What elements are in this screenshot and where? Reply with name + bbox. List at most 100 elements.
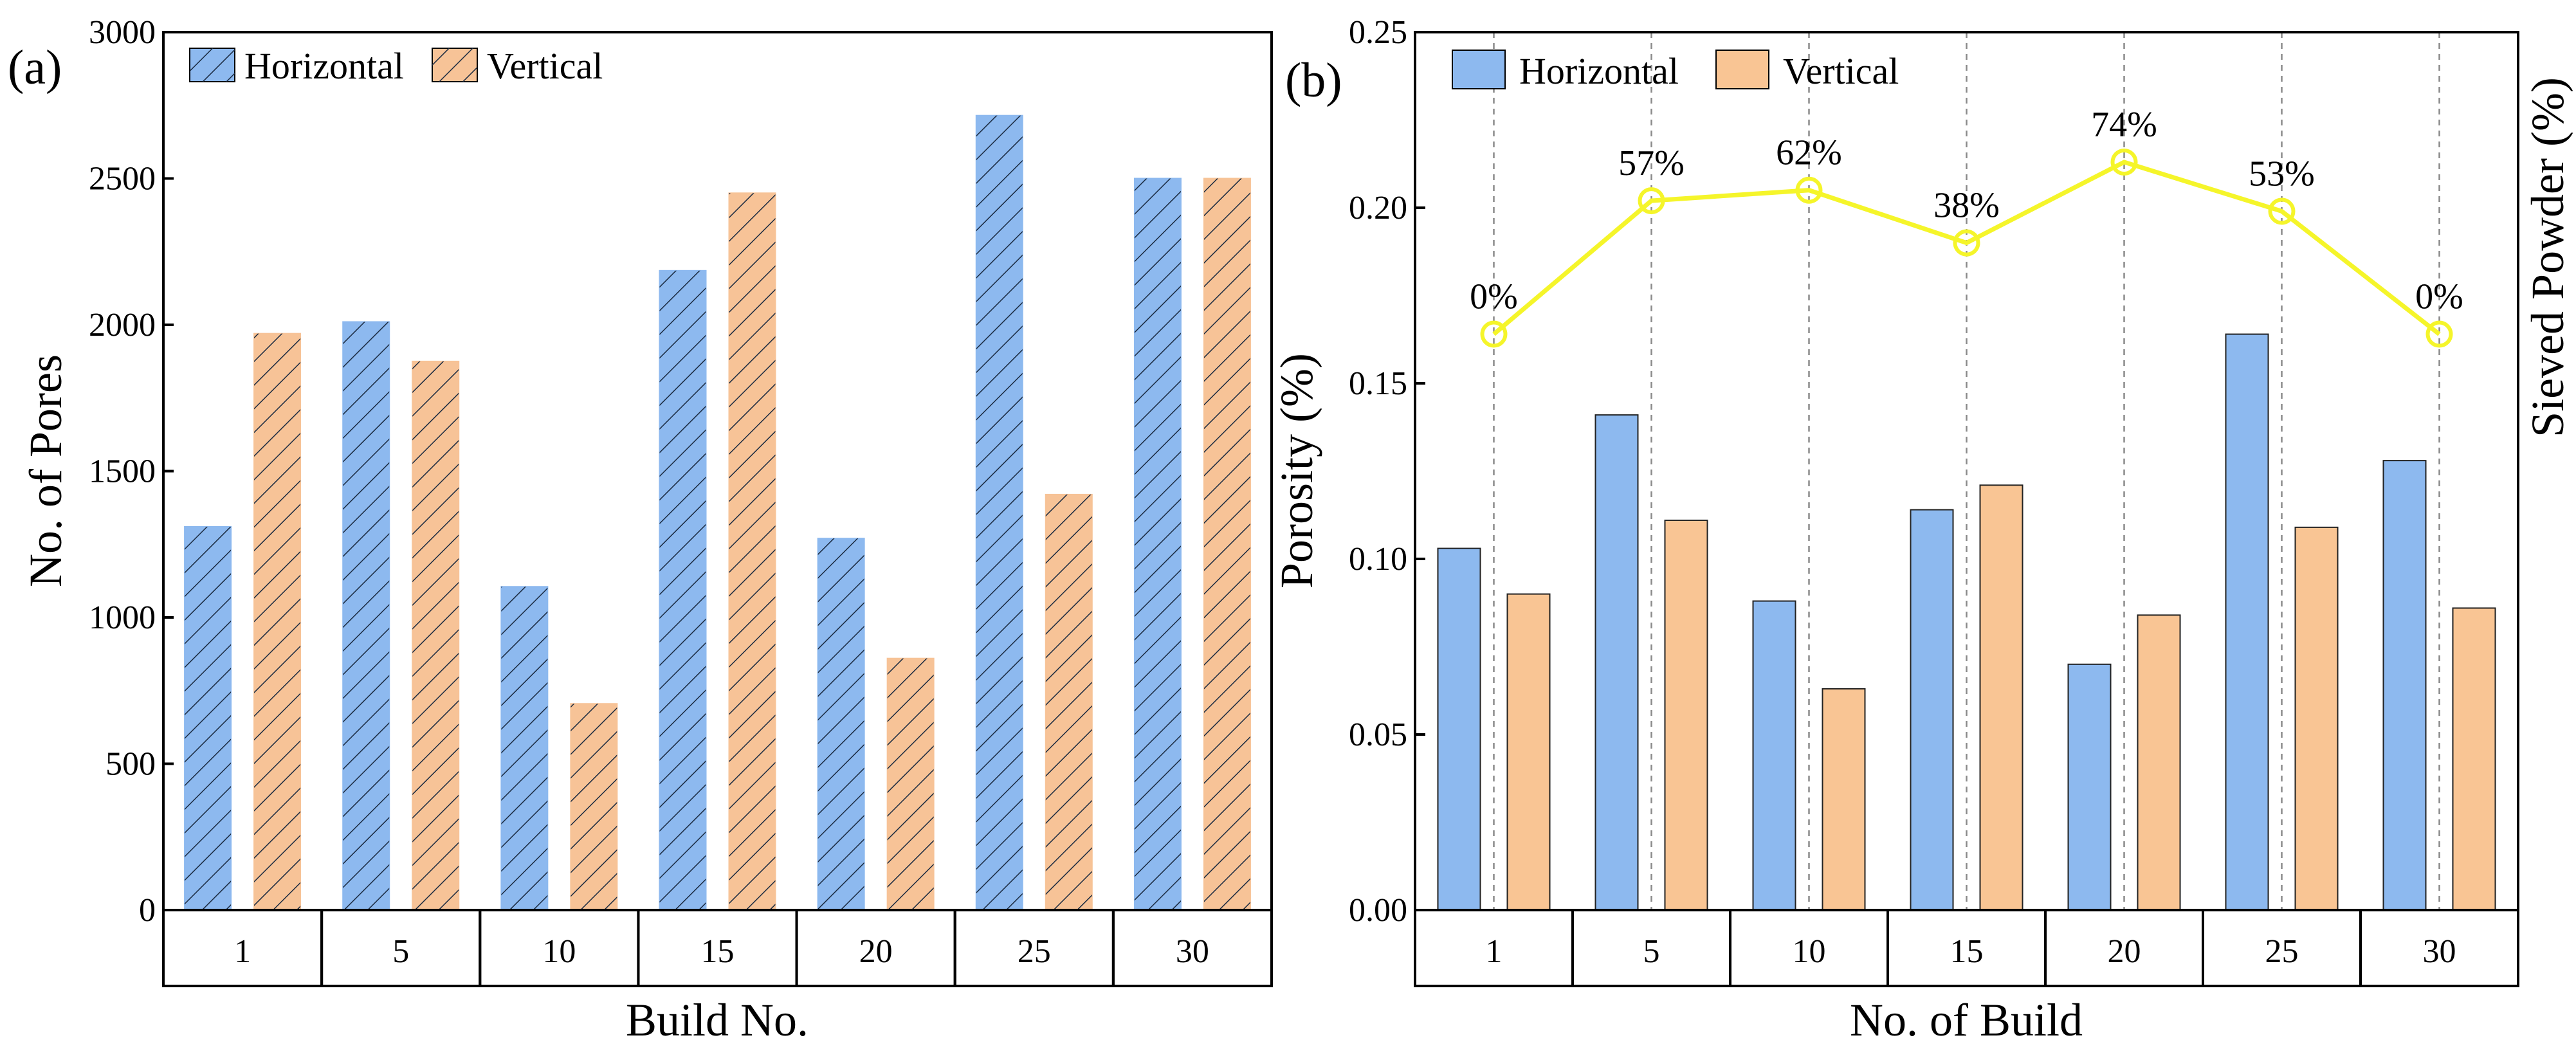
x-tick-label: 30 bbox=[1176, 933, 1209, 970]
x-tick-label: 1 bbox=[234, 933, 251, 970]
legend-swatch-horizontal-hatch bbox=[190, 48, 235, 82]
legend-label-horizontal: Horizontal bbox=[244, 45, 404, 87]
panel-b-legend: Horizontal Vertical bbox=[1452, 50, 1899, 92]
bar-hatch-vertical-15 bbox=[729, 193, 776, 910]
sieved-powder-label: 0% bbox=[2415, 277, 2463, 317]
y-tick-label: 0.20 bbox=[1349, 190, 1407, 226]
bar-vertical-1 bbox=[1506, 593, 1551, 911]
legend-label-horizontal: Horizontal bbox=[1519, 50, 1679, 92]
y-tick-label: 0.05 bbox=[1349, 716, 1407, 753]
bar-hatch-vertical-30 bbox=[1203, 178, 1250, 910]
y-tick-label: 2500 bbox=[89, 161, 156, 197]
panel-b-x-axis-title: No. of Build bbox=[1850, 994, 2083, 1046]
y-tick-label: 1000 bbox=[89, 599, 156, 636]
bar-hatch-vertical-1 bbox=[254, 333, 301, 910]
legend-swatch-vertical bbox=[1715, 50, 1769, 89]
panel-b: 0%57% 62%38%74%53%0% 1 5 10 15 20 25 30 0.000.0… bbox=[1271, 14, 2573, 1046]
x-tick-label: 10 bbox=[1793, 933, 1826, 970]
bar-hatch-vertical-20 bbox=[887, 658, 934, 910]
y-tick-label: 0.10 bbox=[1349, 541, 1407, 578]
sieved-powder-label: 62% bbox=[1776, 133, 1842, 173]
legend-label-vertical: Vertical bbox=[487, 45, 603, 87]
bar-hatch-horizontal-20 bbox=[818, 538, 864, 910]
panel-b-y-axis-title-right: Sieved Powder (%) bbox=[2522, 77, 2573, 437]
x-tick-label: 30 bbox=[2423, 933, 2456, 970]
x-tick-label: 25 bbox=[1018, 933, 1051, 970]
bar-vertical-25 bbox=[2294, 526, 2339, 911]
bar-vertical-30 bbox=[2452, 607, 2496, 911]
y-tick-label: 0.25 bbox=[1349, 14, 1407, 51]
panel-b-y-ticks: 0.00 0.05 0.10 0.15 0.20 0.25 bbox=[1349, 14, 1425, 929]
sieved-powder-label: 0% bbox=[1470, 277, 1518, 317]
sieved-powder-point bbox=[2425, 320, 2453, 348]
bar-hatch-horizontal-1 bbox=[185, 526, 232, 910]
bar-hatch-vertical-25 bbox=[1045, 494, 1092, 910]
x-tick-label: 25 bbox=[2265, 933, 2299, 970]
bar-hatch-horizontal-15 bbox=[659, 270, 706, 910]
panel-b-category-boxes: 1 5 10 15 20 25 30 bbox=[1414, 909, 2519, 987]
x-tick-label: 1 bbox=[1486, 933, 1503, 970]
y-tick-label: 3000 bbox=[89, 14, 156, 51]
legend-swatch-vertical-hatch bbox=[432, 48, 477, 82]
sieved-powder-point bbox=[1953, 229, 1980, 257]
sieved-powder-label: 53% bbox=[2249, 154, 2315, 194]
y-tick-label: 1500 bbox=[89, 453, 156, 490]
panel-a-y-axis-title: No. of Pores bbox=[20, 354, 71, 587]
x-tick-label: 10 bbox=[542, 933, 576, 970]
bar-horizontal-1 bbox=[1437, 547, 1481, 911]
bar-vertical-15 bbox=[1979, 484, 2023, 911]
bar-hatch-horizontal-30 bbox=[1134, 178, 1181, 910]
bar-horizontal-30 bbox=[2382, 460, 2427, 911]
x-tick-label: 5 bbox=[392, 933, 409, 970]
panel-b-y-axis-title: Porosity (%) bbox=[1271, 353, 1322, 588]
sieved-powder-label: 38% bbox=[1933, 186, 2000, 226]
x-tick-label: 5 bbox=[1643, 933, 1660, 970]
sieved-powder-point bbox=[2110, 149, 2138, 176]
bar-hatch-vertical-10 bbox=[571, 704, 617, 910]
x-tick-label: 15 bbox=[701, 933, 735, 970]
bar-vertical-20 bbox=[2137, 614, 2181, 911]
x-tick-label: 15 bbox=[1950, 933, 1984, 970]
sieved-powder-point bbox=[1638, 187, 1665, 215]
sieved-powder-point bbox=[2268, 197, 2296, 225]
y-tick-label: 500 bbox=[105, 746, 156, 783]
bar-vertical-10 bbox=[1822, 688, 1866, 911]
bar-vertical-5 bbox=[1664, 519, 1708, 911]
sieved-powder-label: 74% bbox=[2091, 105, 2157, 145]
bar-horizontal-5 bbox=[1594, 414, 1639, 911]
panel-a-label: (a) bbox=[8, 41, 62, 95]
panel-a-bars bbox=[184, 114, 1251, 911]
panel-b-grid bbox=[1493, 32, 2440, 910]
sieved-powder-point bbox=[1795, 176, 1823, 204]
panel-b-sieved-powder-line: 0% 57% 62% 38% 74% 53% 0% bbox=[1470, 105, 2463, 348]
category-box-30 bbox=[1111, 909, 1274, 987]
bar-horizontal-10 bbox=[1752, 600, 1796, 911]
bar-horizontal-15 bbox=[1910, 509, 1954, 911]
bar-horizontal-25 bbox=[2225, 333, 2269, 911]
legend-label-vertical: Vertical bbox=[1783, 50, 1899, 92]
panel-a-category-boxes: 1 5 10 15 20 25 30 bbox=[162, 909, 1274, 987]
legend-swatch-horizontal bbox=[1452, 50, 1506, 89]
x-tick-label: 20 bbox=[859, 933, 893, 970]
sieved-powder-label: 57% bbox=[1618, 143, 1685, 183]
bar-hatch-horizontal-25 bbox=[976, 115, 1023, 910]
y-tick-label: 0.15 bbox=[1349, 365, 1407, 402]
panel-a-y-ticks: 0 500 1000 1500 2000 2500 3000 bbox=[89, 14, 174, 929]
panel-b-label: (b) bbox=[1285, 53, 1342, 107]
panel-a-plot-frame bbox=[162, 31, 1273, 911]
sieved-powder-line-path bbox=[1492, 160, 2441, 336]
y-tick-label: 0 bbox=[139, 892, 156, 929]
y-tick-label: 0.00 bbox=[1349, 892, 1407, 929]
panel-a-legend: Horizontal Vertical bbox=[189, 45, 603, 87]
panel-a-x-axis-title: Build No. bbox=[626, 994, 808, 1046]
bar-hatch-horizontal-5 bbox=[343, 322, 390, 910]
x-tick-label: 20 bbox=[2108, 933, 2141, 970]
category-box-30 bbox=[2359, 909, 2519, 987]
sieved-powder-point bbox=[1480, 320, 1508, 348]
y-tick-label: 2000 bbox=[89, 307, 156, 343]
bar-hatch-vertical-5 bbox=[412, 361, 459, 910]
bar-horizontal-20 bbox=[2067, 663, 2112, 911]
bar-hatch-horizontal-10 bbox=[501, 587, 548, 910]
